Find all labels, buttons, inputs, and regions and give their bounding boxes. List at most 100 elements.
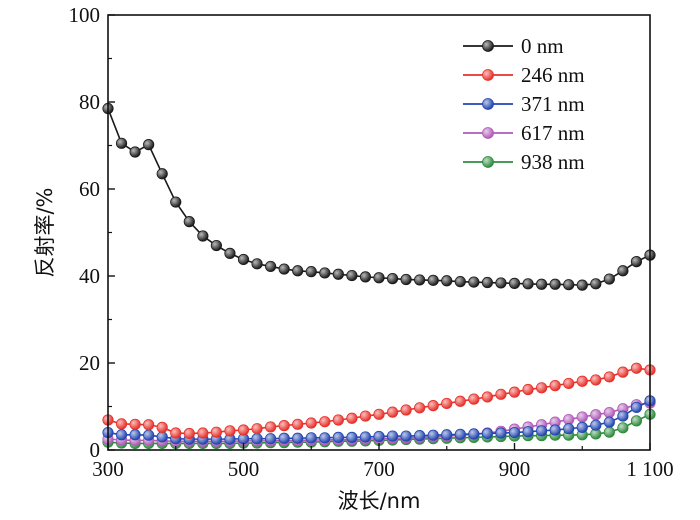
data-point (630, 362, 643, 374)
data-point (603, 371, 615, 383)
data-point (630, 401, 643, 413)
legend-item: 617 nm (463, 121, 585, 145)
data-point (224, 247, 236, 259)
data-point (576, 421, 588, 433)
data-point (549, 424, 561, 436)
data-point (522, 278, 534, 290)
data-point (210, 239, 222, 252)
series-layer (102, 102, 656, 450)
data-point (563, 423, 575, 435)
data-point (292, 432, 304, 444)
data-point (414, 430, 426, 442)
data-point (630, 256, 643, 268)
data-point (264, 260, 277, 273)
data-point (603, 426, 615, 438)
data-point (115, 418, 128, 430)
data-point (129, 146, 141, 158)
data-point (170, 427, 182, 439)
data-point (468, 276, 480, 288)
data-point (617, 265, 629, 277)
data-point (359, 431, 372, 443)
data-point (143, 419, 155, 431)
data-point (386, 406, 399, 418)
data-point (373, 408, 385, 420)
data-point (224, 425, 236, 437)
data-point (156, 168, 168, 180)
data-point (549, 278, 561, 290)
data-point (251, 433, 263, 445)
data-point (319, 267, 331, 279)
data-point (414, 402, 426, 414)
data-point (441, 429, 453, 441)
data-point (617, 410, 629, 422)
data-point (197, 427, 209, 439)
legend-label: 371 nm (521, 92, 585, 116)
y-tick-label: 100 (69, 3, 101, 27)
data-point (210, 426, 222, 438)
data-point (237, 424, 250, 436)
data-point (441, 275, 453, 287)
x-tick-label: 700 (363, 457, 395, 481)
legend-marker (482, 156, 494, 168)
series-246-nm (102, 362, 656, 440)
data-point (522, 426, 534, 438)
y-tick-label: 60 (79, 177, 100, 201)
data-point (129, 429, 141, 441)
data-point (346, 431, 358, 443)
data-point (427, 400, 439, 412)
data-point (481, 276, 493, 289)
series-0-nm (102, 102, 656, 291)
data-point (535, 425, 548, 437)
x-tick-label: 300 (92, 457, 124, 481)
x-axis-title: 波长/nm (338, 489, 421, 513)
data-point (617, 422, 629, 434)
data-point (278, 420, 290, 432)
data-point (237, 253, 250, 266)
y-tick-label: 20 (79, 351, 100, 375)
data-point (535, 382, 548, 394)
legend-item: 246 nm (463, 63, 585, 87)
legend-marker (482, 127, 494, 139)
data-point (115, 137, 128, 149)
data-point (292, 265, 304, 277)
data-point (414, 274, 426, 286)
data-point (481, 427, 493, 440)
x-tick-label: 900 (499, 457, 531, 481)
data-point (156, 431, 168, 443)
data-point (386, 430, 399, 442)
data-point (170, 196, 182, 208)
data-point (156, 421, 168, 433)
data-point (590, 278, 602, 290)
data-point (535, 278, 548, 290)
data-point (563, 279, 575, 291)
data-point (400, 273, 412, 286)
y-tick-label: 80 (79, 90, 100, 114)
data-point (319, 416, 331, 428)
data-point (563, 377, 575, 390)
data-point (603, 406, 615, 419)
legend-marker (482, 98, 494, 110)
x-tick-label: 500 (228, 457, 260, 481)
data-point (183, 216, 195, 228)
data-point (630, 415, 643, 427)
data-point (278, 432, 290, 444)
data-point (454, 276, 466, 288)
data-point (373, 272, 385, 284)
data-point (508, 426, 521, 439)
data-point (590, 374, 602, 386)
y-axis-title: 反射率/% (33, 187, 57, 277)
data-point (441, 397, 453, 410)
data-point (373, 430, 385, 443)
legend-marker (482, 40, 494, 52)
data-point (549, 380, 561, 392)
data-point (576, 375, 588, 387)
legend-label: 246 nm (521, 63, 585, 87)
x-tick-label: 1 100 (626, 457, 673, 481)
data-point (454, 395, 466, 407)
data-point (264, 433, 277, 445)
data-point (332, 414, 344, 426)
data-point (427, 429, 439, 441)
legend-item: 371 nm (463, 92, 585, 116)
data-point (508, 277, 521, 289)
data-point (292, 418, 304, 430)
